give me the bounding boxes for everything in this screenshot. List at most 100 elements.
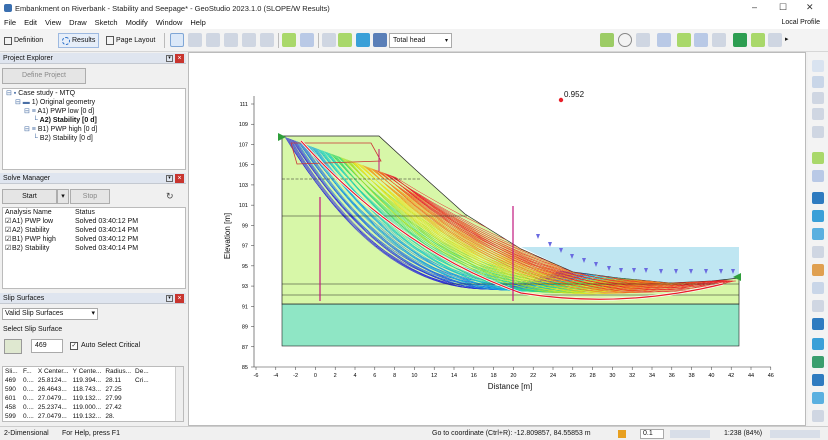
slip-column-header[interactable]: X Center... xyxy=(37,368,69,375)
minimize-button[interactable]: – xyxy=(752,2,758,12)
pencil-line-icon[interactable] xyxy=(694,33,708,47)
vtool-icon[interactable] xyxy=(812,318,824,330)
pin-icon[interactable]: ▾ xyxy=(166,295,173,302)
vtool-icon[interactable] xyxy=(812,282,824,294)
toolbar-overflow-icon[interactable]: ▸ xyxy=(785,36,789,43)
sketch-icon[interactable] xyxy=(677,33,691,47)
tree-item[interactable]: ⊟ ▪ Case study - MTQ xyxy=(3,89,185,98)
model-view[interactable]: 111 109 107 105 103 101 99 97 95 93 91 89 87 85 -6 -4 -… xyxy=(188,52,806,426)
slip-center-marker[interactable] xyxy=(558,97,564,103)
vtool-icon[interactable] xyxy=(812,392,824,404)
vtool-icon[interactable] xyxy=(812,170,824,182)
page-layout-button[interactable]: Page Layout xyxy=(106,33,155,48)
local-profile-label[interactable]: Local Profile xyxy=(781,19,820,26)
vtool-icon[interactable] xyxy=(812,108,824,120)
vtool-icon[interactable] xyxy=(812,374,824,386)
contour-arrow-icon[interactable] xyxy=(338,33,352,47)
menu-sketch[interactable]: Sketch xyxy=(94,18,118,27)
start-button[interactable]: Start xyxy=(2,189,57,204)
view-icon[interactable] xyxy=(188,33,202,47)
tree-item[interactable]: ⊟ ≡ A1) PWP low [0 d] xyxy=(3,107,185,116)
edit-line-icon[interactable] xyxy=(657,33,671,47)
slip-column-header[interactable]: De... xyxy=(135,368,149,375)
menu-window[interactable]: Window xyxy=(155,18,183,27)
check-icon[interactable] xyxy=(751,33,765,47)
restore-button[interactable]: ☐ xyxy=(779,2,788,12)
legend-icon[interactable] xyxy=(373,33,387,47)
vtool-icon[interactable] xyxy=(812,152,824,164)
auto-select-checkbox[interactable]: ✓ xyxy=(70,342,78,350)
definition-button[interactable]: Definition xyxy=(4,33,43,48)
tree-item[interactable]: ⊟ ≡ B1) PWP high [0 d] xyxy=(3,125,185,134)
results-button[interactable]: Results xyxy=(58,33,100,48)
solve-checkbox[interactable]: ☑ xyxy=(5,227,12,234)
image-icon[interactable] xyxy=(733,33,747,47)
vtool-icon[interactable] xyxy=(812,338,824,350)
vtool-icon[interactable] xyxy=(812,264,824,276)
slip-table-scrollbar[interactable] xyxy=(175,367,183,421)
slip-table-row[interactable]: 599 0.... 27.0479... 119.132... 28. xyxy=(3,412,153,421)
table-icon[interactable] xyxy=(206,33,220,47)
coordinate-readout[interactable]: Go to coordinate (Ctrl+R): -12.809857, 8… xyxy=(432,430,591,437)
select-slip-arrow-icon[interactable] xyxy=(4,339,22,354)
result-type-select[interactable]: Total head ▾ xyxy=(389,33,452,48)
vtool-icon[interactable] xyxy=(812,192,824,204)
menu-file[interactable]: File xyxy=(4,18,17,27)
slip-table-row[interactable]: 590 0.... 26.4643... 118.743... 27.25 xyxy=(3,385,153,394)
slip-table-row[interactable]: 458 0.... 25.2374... 119.000... 27.42 xyxy=(3,403,153,412)
slip-table-row[interactable]: 601 0.... 27.0479... 119.132... 27.99 xyxy=(3,394,153,403)
close-panel-icon[interactable]: × xyxy=(175,54,184,63)
solve-row[interactable]: ☑ B2) Stability Solved 03:40:14 PM xyxy=(3,244,185,253)
vtool-icon[interactable] xyxy=(812,92,824,104)
zoom-step-input[interactable]: 0.1 xyxy=(640,428,664,439)
define-project-button[interactable]: Define Project xyxy=(2,68,86,84)
slip-column-header[interactable]: Y Cente... xyxy=(72,368,102,375)
draw-arrow-icon[interactable] xyxy=(600,33,614,47)
refresh-icon[interactable]: ↻ xyxy=(166,191,174,201)
vtool-icon[interactable] xyxy=(812,228,824,240)
solve-row[interactable]: ☑ A2) Stability Solved 03:40:14 PM xyxy=(3,226,185,235)
close-panel-icon[interactable]: × xyxy=(175,294,184,303)
stop-button[interactable]: Stop xyxy=(70,189,110,204)
vtool-icon[interactable] xyxy=(812,60,824,72)
close-button[interactable]: ✕ xyxy=(806,2,814,12)
menu-view[interactable]: View xyxy=(45,18,62,27)
vtool-icon[interactable] xyxy=(812,246,824,258)
grid-snap-icon[interactable] xyxy=(768,33,782,47)
view-tools[interactable] xyxy=(770,429,820,438)
axis-icon[interactable] xyxy=(322,33,336,47)
solve-row[interactable]: ☑ A1) PWP low Solved 03:40:12 PM xyxy=(3,217,185,226)
pin-icon[interactable]: ▾ xyxy=(166,175,173,182)
slip-column-header[interactable]: F... xyxy=(23,368,32,375)
solve-row[interactable]: ☑ B1) PWP high Solved 03:40:12 PM xyxy=(3,235,185,244)
tree-item[interactable]: └ A2) Stability [0 d] xyxy=(3,116,185,125)
solve-checkbox[interactable]: ☑ xyxy=(5,218,12,225)
vtool-icon[interactable] xyxy=(812,210,824,222)
vtool-icon[interactable] xyxy=(812,76,824,88)
grid-icon[interactable] xyxy=(224,33,238,47)
color-map-icon[interactable] xyxy=(356,33,370,47)
menu-edit[interactable]: Edit xyxy=(24,18,38,27)
solve-checkbox[interactable]: ☑ xyxy=(5,236,12,243)
align-icon[interactable] xyxy=(712,33,726,47)
layers-icon[interactable] xyxy=(242,33,256,47)
vtool-icon[interactable] xyxy=(812,300,824,312)
tree-item[interactable]: ⊟ ▬ 1) Original geometry xyxy=(3,98,185,107)
draw-icon[interactable] xyxy=(300,33,314,47)
curve-icon[interactable] xyxy=(636,33,650,47)
column-icon[interactable] xyxy=(260,33,274,47)
slip-table-row[interactable]: 469 0.... 25.8124... 119.394... 28.11 Cri... xyxy=(3,376,153,385)
snap-icon[interactable] xyxy=(618,429,626,438)
vtool-icon[interactable] xyxy=(812,410,824,422)
menu-draw[interactable]: Draw xyxy=(69,18,87,27)
start-dropdown[interactable]: ▾ xyxy=(57,189,69,204)
menu-help[interactable]: Help xyxy=(190,18,206,27)
pin-icon[interactable]: ▾ xyxy=(166,55,173,62)
slip-column-header[interactable]: Radius... xyxy=(105,368,132,375)
select-arrow-icon[interactable] xyxy=(170,33,184,47)
menu-modify[interactable]: Modify xyxy=(125,18,148,27)
slip-filter-select[interactable]: Valid Slip Surfaces ▾ xyxy=(2,308,98,320)
slip-number-input[interactable]: 469 xyxy=(31,339,63,353)
slip-arrow-icon[interactable] xyxy=(282,33,296,47)
vtool-icon[interactable] xyxy=(812,356,824,368)
